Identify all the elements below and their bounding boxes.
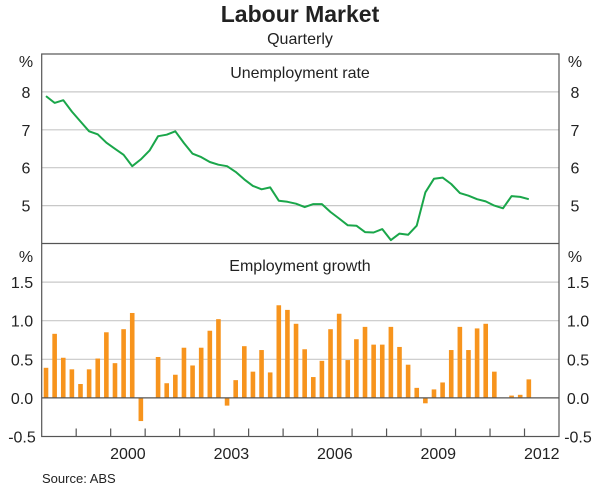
x-tick-label: 2006 xyxy=(317,446,353,463)
employment-growth-bar xyxy=(250,371,256,398)
employment-growth-bar xyxy=(310,377,316,398)
top-left-tick-label: 6 xyxy=(22,161,31,178)
bottom-left-tick-label: 0.0 xyxy=(11,391,33,408)
chart-title: Labour Market xyxy=(221,1,380,27)
employment-growth-bar xyxy=(43,367,49,398)
employment-growth-bar xyxy=(224,397,230,406)
employment-growth-bar xyxy=(121,329,126,398)
employment-growth-bar xyxy=(155,356,161,398)
employment-growth-bar xyxy=(328,329,333,398)
employment-growth-bar xyxy=(293,323,299,398)
top-left-tick-label: 5 xyxy=(22,199,31,216)
employment-growth-bar xyxy=(336,313,342,398)
employment-growth-bar xyxy=(129,312,135,398)
employment-growth-bar xyxy=(431,389,437,398)
employment-growth-bar xyxy=(164,383,170,398)
x-tick-label: 2012 xyxy=(524,446,560,463)
top-right-unit: % xyxy=(568,54,582,71)
bottom-right-tick-label: 1.5 xyxy=(567,275,589,292)
bottom-left-tick-label: 0.5 xyxy=(11,352,33,369)
employment-growth-bar xyxy=(173,374,178,398)
bottom-right-tick-label: 1.0 xyxy=(567,314,589,331)
top-right-tick-label: 5 xyxy=(571,199,580,216)
employment-growth-bar xyxy=(302,349,307,398)
employment-growth-bar xyxy=(207,330,213,398)
top-panel-title: Unemployment rate xyxy=(230,65,370,82)
employment-growth-bar xyxy=(233,380,238,398)
employment-growth-bar xyxy=(69,369,75,398)
top-right-tick-label: 8 xyxy=(571,85,580,102)
plot-frame xyxy=(41,53,560,438)
source-note: Source: ABS xyxy=(42,471,116,486)
employment-growth-bar xyxy=(414,387,420,398)
employment-growth-bar xyxy=(190,365,195,398)
employment-growth-bar xyxy=(60,357,66,398)
employment-growth-bar xyxy=(448,350,454,398)
employment-growth-bar xyxy=(440,382,445,398)
employment-growth-bar xyxy=(371,344,376,398)
employment-growth-bar xyxy=(242,346,247,398)
employment-growth-bar xyxy=(198,347,204,398)
bottom-left-tick-label: 1.0 xyxy=(11,314,33,331)
x-tick-label: 2003 xyxy=(214,446,250,463)
chart-subtitle: Quarterly xyxy=(267,31,333,48)
employment-growth-bar xyxy=(362,326,368,398)
employment-growth-bar xyxy=(423,397,428,404)
employment-growth-bar xyxy=(379,344,385,398)
bottom-right-tick-label: 0.0 xyxy=(567,391,589,408)
employment-growth-bar xyxy=(388,326,394,398)
employment-growth-bar xyxy=(285,309,290,398)
employment-growth-bar xyxy=(181,347,187,398)
top-right-tick-label: 6 xyxy=(571,161,580,178)
employment-growth-bar xyxy=(276,305,282,398)
bottom-panel-title: Employment growth xyxy=(229,258,370,275)
employment-growth-bar xyxy=(457,326,463,398)
bottom-right-tick-label: 0.5 xyxy=(567,352,589,369)
bottom-left-unit: % xyxy=(19,249,33,266)
employment-growth-bar xyxy=(397,346,402,398)
top-left-tick-label: 8 xyxy=(22,85,31,102)
employment-growth-bar xyxy=(267,372,273,398)
employment-growth-bar xyxy=(52,333,57,398)
top-left-tick-label: 7 xyxy=(22,123,31,140)
bottom-left-tick-label: 1.5 xyxy=(11,275,33,292)
bottom-right-tick-label: -0.5 xyxy=(564,430,592,447)
top-left-unit: % xyxy=(19,54,33,71)
employment-growth-bar xyxy=(483,323,489,398)
employment-growth-bar xyxy=(86,369,92,398)
employment-growth-bar xyxy=(466,350,471,398)
employment-growth-bar xyxy=(517,394,523,398)
bottom-right-unit: % xyxy=(568,249,582,266)
employment-growth-bar xyxy=(319,360,325,398)
top-right-tick-label: 7 xyxy=(571,123,580,140)
employment-growth-bar xyxy=(474,328,480,398)
employment-growth-bar xyxy=(112,363,118,398)
employment-growth-bar xyxy=(78,384,83,398)
employment-growth-bar xyxy=(216,319,221,398)
employment-growth-bar xyxy=(509,395,514,398)
employment-growth-bar xyxy=(526,379,532,398)
x-tick-label: 2009 xyxy=(420,446,456,463)
bottom-left-tick-label: -0.5 xyxy=(8,430,36,447)
employment-growth-bar xyxy=(405,364,411,398)
employment-growth-bar xyxy=(138,397,144,422)
employment-growth-bar xyxy=(354,339,359,398)
employment-growth-bar xyxy=(345,360,351,398)
employment-growth-bar xyxy=(95,358,101,398)
employment-growth-bar xyxy=(492,371,497,398)
unemployment-rate-line xyxy=(45,95,530,242)
employment-growth-bar xyxy=(104,332,109,398)
employment-growth-bar xyxy=(259,350,264,398)
x-tick-label: 2000 xyxy=(110,446,146,463)
